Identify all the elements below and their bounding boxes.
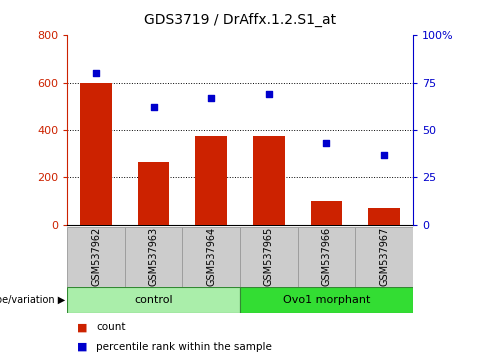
Bar — [311, 201, 342, 225]
Bar — [125, 227, 182, 287]
Bar — [182, 227, 240, 287]
Point — [323, 141, 330, 146]
Text: Ovo1 morphant: Ovo1 morphant — [283, 295, 370, 305]
Text: count: count — [96, 322, 125, 332]
Text: genotype/variation ▶: genotype/variation ▶ — [0, 295, 65, 305]
Text: ■: ■ — [77, 322, 87, 332]
Bar — [138, 162, 169, 225]
Text: GSM537962: GSM537962 — [91, 227, 101, 286]
Text: GSM537967: GSM537967 — [379, 227, 389, 286]
Bar — [195, 136, 227, 225]
Bar — [355, 227, 413, 287]
Text: GSM537963: GSM537963 — [149, 227, 158, 286]
Text: GSM537966: GSM537966 — [322, 227, 331, 286]
Bar — [253, 136, 285, 225]
Text: GSM537964: GSM537964 — [206, 227, 216, 286]
Text: GDS3719 / DrAffx.1.2.S1_at: GDS3719 / DrAffx.1.2.S1_at — [144, 12, 336, 27]
Point — [380, 152, 388, 158]
Bar — [240, 287, 413, 313]
Point — [207, 95, 215, 101]
Point — [92, 70, 100, 76]
Text: control: control — [134, 295, 173, 305]
Bar — [67, 287, 240, 313]
Text: GSM537965: GSM537965 — [264, 227, 274, 286]
Bar — [368, 208, 400, 225]
Text: ■: ■ — [77, 342, 87, 352]
Text: percentile rank within the sample: percentile rank within the sample — [96, 342, 272, 352]
Bar — [80, 83, 112, 225]
Bar — [240, 227, 298, 287]
Point — [150, 104, 157, 110]
Bar — [298, 227, 355, 287]
Bar — [67, 227, 125, 287]
Point — [265, 91, 273, 97]
